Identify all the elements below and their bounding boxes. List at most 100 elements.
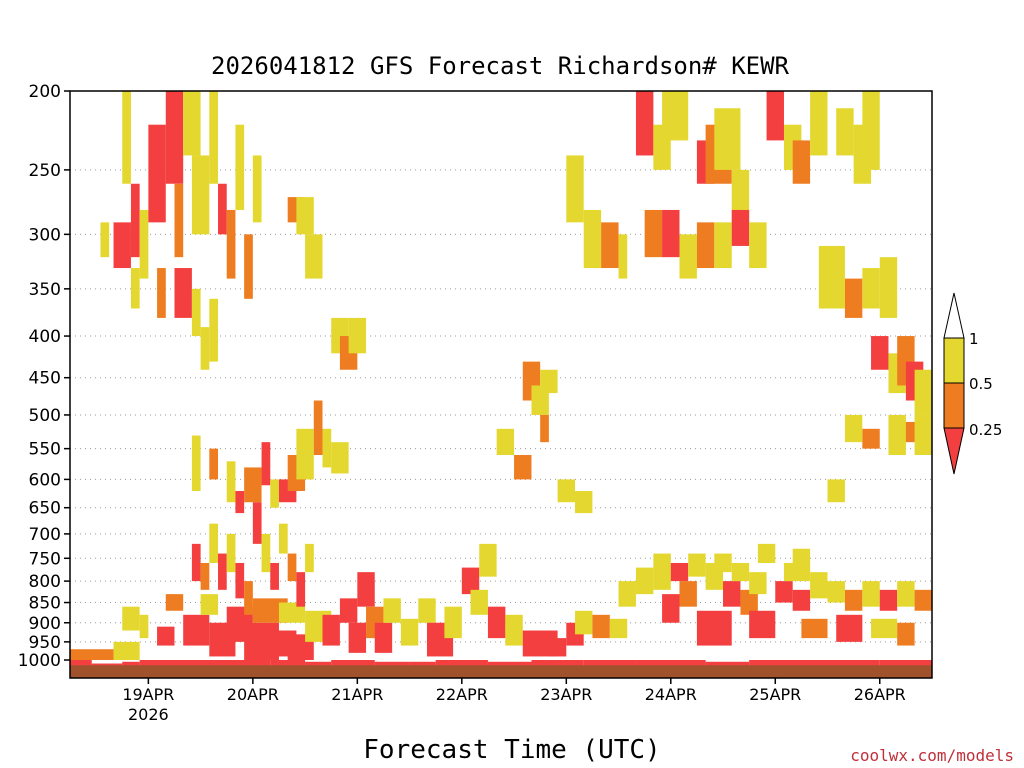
colorbar-label: 0.5	[969, 375, 993, 393]
cell-red	[261, 442, 271, 486]
cell-orange	[601, 222, 619, 269]
y-tick-label: 650	[29, 499, 61, 519]
cell-yellow	[888, 414, 906, 456]
x-tick-label: 22APR	[436, 685, 488, 704]
cell-yellow	[209, 523, 219, 563]
cell-orange	[244, 581, 253, 615]
cell-yellow	[296, 197, 314, 235]
y-tick-label: 1000	[18, 651, 61, 671]
cell-red	[635, 660, 706, 668]
cell-red	[270, 562, 279, 590]
cell-orange	[862, 428, 880, 449]
cell-yellow	[505, 614, 523, 646]
cell-orange	[914, 589, 932, 611]
cell-red	[235, 562, 245, 599]
cell-yellow	[862, 268, 880, 309]
cell-orange	[844, 589, 863, 611]
cell-yellow	[653, 553, 671, 590]
cell-yellow	[714, 553, 732, 573]
x-tick-label: 19APR	[122, 685, 174, 704]
cell-yellow	[827, 581, 845, 603]
cell-yellow	[618, 234, 628, 279]
cell-red	[531, 660, 584, 668]
cell-yellow	[688, 553, 706, 577]
cell-yellow	[305, 234, 323, 279]
colorbar-segment-yellow	[943, 337, 965, 384]
colorbar: 1 0.5 0.25	[943, 292, 1002, 475]
cell-yellow	[618, 581, 636, 607]
cell-orange	[740, 589, 758, 615]
cell-yellow	[100, 222, 110, 258]
y-axis: 200 250 300 350 400 450 500 550 600 650 700 750 8008…	[18, 82, 70, 671]
cell-yellow	[383, 598, 401, 623]
y-tick-label: 300	[29, 225, 61, 245]
cell-yellow	[278, 602, 306, 623]
colorbar-labels: 1 0.5 0.25	[969, 330, 1002, 439]
cell-red	[270, 660, 306, 668]
cell-yellow	[322, 428, 332, 468]
cell-yellow	[418, 598, 436, 623]
cell-yellow	[191, 288, 201, 337]
y-tick-label: 250	[29, 161, 61, 181]
cell-yellow	[139, 614, 149, 639]
cell-yellow	[731, 562, 750, 582]
cell-red	[749, 660, 828, 668]
cell-red	[235, 490, 245, 514]
cell-yellow	[862, 581, 880, 607]
cell-yellow	[226, 533, 236, 573]
cell-red	[487, 661, 532, 668]
y-tick-label: 200	[29, 82, 61, 102]
cell-red	[836, 614, 863, 642]
cell-red	[662, 209, 680, 258]
cell-red	[252, 502, 262, 544]
cell-yellow	[879, 257, 898, 318]
cell-orange	[244, 234, 253, 299]
cell-red	[583, 660, 636, 668]
cell-yellow	[897, 581, 915, 607]
cell-yellow	[810, 572, 828, 599]
cell-red	[827, 660, 880, 668]
cell-yellow	[836, 108, 854, 156]
cell-red	[487, 606, 506, 639]
cell-orange	[644, 209, 663, 258]
cell-orange	[844, 278, 863, 318]
cell-red	[139, 660, 271, 668]
cell-yellow	[400, 618, 419, 646]
colorbar-segment-orange	[943, 382, 965, 429]
x-axis-label: Forecast Time (UTC)	[363, 735, 660, 765]
y-tick-label: 900	[29, 614, 61, 634]
cell-red	[775, 581, 793, 603]
cell-yellow	[731, 169, 750, 223]
cell-red	[749, 610, 776, 639]
cell-yellow	[662, 91, 689, 141]
cell-yellow	[810, 91, 828, 156]
cell-red	[113, 222, 131, 269]
cell-orange	[226, 209, 236, 279]
cell-red	[435, 660, 488, 668]
ground-band	[70, 665, 932, 678]
cell-yellow	[609, 618, 628, 639]
y-tick-label: 600	[29, 470, 61, 490]
cell-red	[70, 660, 92, 668]
cell-red	[122, 661, 140, 668]
cell-yellow	[557, 479, 576, 503]
cell-yellow	[191, 155, 210, 235]
cell-red	[130, 183, 140, 258]
cell-red	[792, 589, 811, 611]
cell-yellow	[200, 327, 210, 370]
cell-orange	[514, 455, 532, 480]
cell-yellow	[252, 155, 262, 223]
cell-orange	[244, 467, 262, 503]
cell-yellow	[575, 490, 593, 514]
cell-red	[705, 661, 750, 668]
x-tick-sublabel: 2026	[128, 705, 169, 724]
cell-yellow	[844, 414, 863, 443]
cell-orange	[209, 448, 219, 480]
y-tick-label: 500	[29, 406, 61, 426]
cell-red	[305, 661, 332, 668]
cell-red	[662, 594, 680, 623]
y-tick-label: 850	[29, 594, 61, 614]
cell-orange	[792, 140, 811, 184]
y-tick-label: 550	[29, 440, 61, 460]
cell-red	[879, 660, 932, 668]
